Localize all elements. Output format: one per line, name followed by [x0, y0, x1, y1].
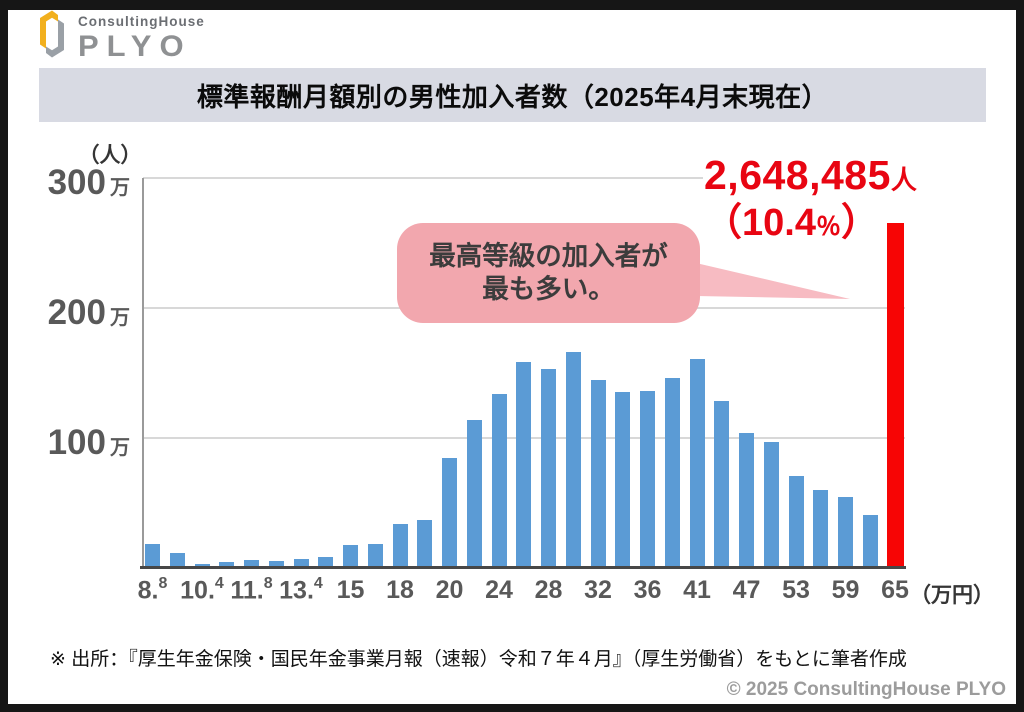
- y-tick-300万: 300 万: [47, 163, 130, 202]
- x-tick-47: 47: [732, 576, 761, 604]
- bar-59: [838, 497, 853, 567]
- bar-53: [788, 476, 804, 567]
- bar-24: [491, 394, 507, 567]
- bar-13.4: [293, 559, 309, 567]
- callout-text-line2: 最も多い。: [482, 274, 615, 304]
- bar-14.2: [318, 557, 334, 567]
- x-tick-20: 20: [435, 576, 464, 604]
- bar-22: [466, 420, 482, 567]
- bar-9.8: [169, 553, 185, 567]
- y-tick-100万: 100 万: [47, 423, 130, 462]
- chart-title: 標準報酬月額別の男性加入者数（2025年4月末現在）: [196, 81, 829, 112]
- highlight-annotation: 2,648,485人 （10.4％）: [704, 152, 917, 244]
- bar-44: [714, 401, 730, 567]
- bar-11.8: [244, 560, 259, 567]
- x-tick-15: 15: [336, 576, 365, 604]
- x-axis-line: [140, 566, 906, 569]
- plyo-hexagon-icon: [40, 10, 64, 58]
- gridline-300man: [143, 177, 703, 179]
- y-tick-200万: 200 万: [47, 293, 130, 332]
- callout-text-line1: 最高等級の加入者が: [429, 240, 668, 271]
- bar-18: [392, 524, 408, 567]
- bar-47: [739, 433, 754, 567]
- bar-10.4: [194, 564, 210, 567]
- x-tick-53: 53: [782, 576, 810, 604]
- bar-36: [640, 391, 655, 567]
- annotation-percent: （10.4％）: [704, 202, 880, 244]
- x-tick-32: 32: [584, 576, 612, 604]
- bar-12.6: [268, 561, 284, 567]
- bar-28: [541, 369, 556, 567]
- copyright: © 2025 ConsultingHouse PLYO: [726, 679, 1006, 700]
- x-axis-unit-label: （万円）: [910, 584, 994, 607]
- bar-38: [664, 378, 680, 567]
- bar-34: [615, 392, 631, 567]
- x-tick-59: 59: [831, 576, 860, 604]
- x-tick-65: 65: [881, 576, 909, 604]
- bar-8.8: [145, 544, 160, 567]
- annotation-count: 2,648,485人: [704, 152, 917, 198]
- bar-50: [763, 442, 779, 567]
- y-axis-line: [142, 178, 144, 568]
- x-tick-36: 36: [633, 576, 662, 604]
- bar-11.0: [219, 562, 235, 567]
- x-tick-24: 24: [485, 576, 513, 604]
- x-tick-8.8: 8.8: [137, 575, 168, 605]
- x-tick-41: 41: [683, 576, 711, 604]
- logo-text: ConsultingHouse PLYO: [78, 8, 205, 62]
- logo-brand-text: PLYO: [78, 29, 192, 63]
- bar-32: [590, 380, 606, 567]
- bar-62: [862, 515, 878, 567]
- callout-bubble: 最高等級の加入者が 最も多い。: [397, 223, 700, 323]
- bar-20: [442, 458, 457, 567]
- bar-30: [565, 352, 581, 567]
- source-note: ※ 出所：『厚生年金保険・国民年金事業月報（速報）令和７年４月』（厚生労働省）を…: [50, 649, 907, 670]
- chart-title-bar: 標準報酬月額別の男性加入者数（2025年4月末現在）: [39, 68, 986, 122]
- bar-19: [417, 520, 433, 567]
- y-axis-unit-label: （人）: [78, 144, 142, 167]
- bar-41: [689, 359, 705, 567]
- bar-16: [367, 544, 383, 567]
- bar-15: [343, 545, 358, 567]
- logo: ConsultingHouse PLYO: [36, 8, 205, 64]
- x-tick-11.8: 11.8: [230, 575, 273, 605]
- callout-tail: [696, 263, 850, 299]
- bar-65: [886, 223, 904, 567]
- bar-26: [516, 362, 532, 567]
- x-tick-10.4: 10.4: [180, 575, 224, 605]
- logo-company-text: ConsultingHouse: [78, 14, 205, 29]
- x-tick-28: 28: [534, 576, 563, 604]
- x-tick-13.4: 13.4: [279, 575, 323, 605]
- bar-56: [813, 490, 829, 567]
- x-tick-18: 18: [386, 576, 414, 604]
